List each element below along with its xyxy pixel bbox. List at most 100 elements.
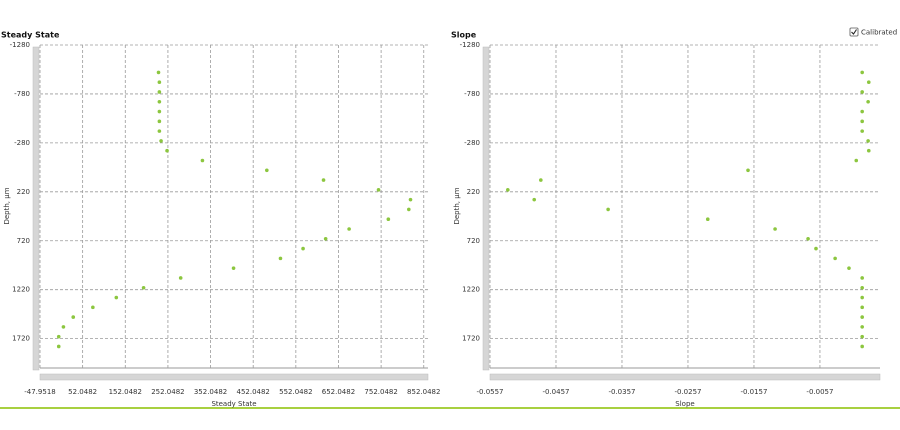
y-tick-label: -280: [14, 139, 30, 147]
point: [114, 295, 119, 300]
point: [323, 237, 328, 241]
point: [860, 325, 864, 329]
point: [156, 70, 161, 75]
h-scrollbar: [489, 373, 881, 381]
y-tick-label: 720: [467, 237, 480, 245]
y-tick-label: 1720: [12, 335, 30, 343]
v-scrollbar: [482, 46, 490, 371]
y-tick-label: 720: [17, 237, 30, 245]
point: [407, 207, 411, 212]
point: [866, 80, 871, 84]
x-axis-label: Steady State: [211, 400, 256, 408]
y-axis-label: Depth, µm: [453, 187, 461, 224]
divider: [0, 407, 900, 409]
point: [833, 256, 837, 261]
point: [860, 70, 864, 75]
x-tick-label: 252.0482: [151, 388, 184, 396]
y-axis-label: Depth, µm: [3, 187, 11, 224]
point: [278, 256, 283, 261]
point: [860, 119, 864, 124]
point: [157, 119, 162, 124]
point: [157, 90, 162, 94]
point: [56, 334, 61, 339]
point: [860, 109, 864, 114]
point: [157, 99, 162, 104]
x-tick-label: 552.0482: [279, 388, 312, 396]
point: [773, 227, 777, 231]
checkmark: [851, 29, 857, 35]
point: [157, 109, 162, 114]
chart-title: Steady State: [1, 31, 60, 40]
point: [866, 139, 870, 143]
point: [860, 295, 864, 300]
point: [141, 285, 146, 290]
x-tick-label: 352.0482: [194, 388, 227, 396]
point: [814, 246, 818, 251]
point: [860, 315, 864, 319]
point: [376, 188, 381, 192]
point: [347, 227, 351, 231]
y-tick-label: 1220: [462, 286, 480, 294]
y-tick-label: -1280: [10, 41, 30, 49]
point: [71, 315, 76, 319]
y-tick-label: -1280: [460, 41, 480, 49]
point: [860, 344, 864, 349]
point: [301, 246, 305, 251]
x-tick-label: 652.0482: [322, 388, 355, 396]
x-tick-label: 752.0482: [364, 388, 397, 396]
x-tick-label: -0.0257: [674, 388, 701, 396]
x-tick-label: -0.0357: [608, 388, 635, 396]
point: [860, 90, 864, 94]
y-tick-label: 220: [467, 188, 480, 196]
checkbox-label[interactable]: Calibrated: [861, 29, 897, 37]
x-tick-label: -0.0157: [740, 388, 767, 396]
point: [408, 197, 413, 202]
y-tick-label: 1720: [462, 335, 480, 343]
x-tick-label: -0.0057: [806, 388, 833, 396]
point: [159, 139, 163, 143]
point: [860, 305, 864, 310]
point: [847, 266, 851, 270]
point: [61, 325, 66, 329]
point: [860, 129, 864, 133]
point: [165, 148, 169, 153]
point: [157, 80, 162, 84]
h-scrollbar: [39, 373, 429, 381]
x-axis-label: Slope: [675, 400, 694, 408]
x-tick-label: 852.0482: [407, 388, 440, 396]
point: [606, 207, 610, 212]
x-tick-label: 452.0482: [236, 388, 269, 396]
point: [321, 178, 326, 182]
x-tick-label: -0.0457: [542, 388, 569, 396]
x-tick-label: -0.0557: [476, 388, 503, 396]
checkbox[interactable]: [849, 27, 859, 37]
y-tick-label: 1220: [12, 286, 30, 294]
y-tick-label: -780: [14, 90, 30, 98]
y-tick-label: 220: [17, 188, 30, 196]
y-tick-label: -280: [464, 139, 480, 147]
point: [539, 178, 543, 182]
point: [860, 285, 864, 290]
point: [265, 168, 269, 173]
y-tick-label: -780: [464, 90, 480, 98]
v-scrollbar: [32, 46, 40, 371]
point: [854, 158, 859, 163]
point: [860, 276, 864, 280]
point: [200, 158, 205, 163]
point: [157, 129, 162, 133]
point: [56, 344, 61, 349]
point: [746, 168, 750, 173]
point: [532, 197, 537, 202]
point: [231, 266, 236, 270]
point: [806, 237, 810, 241]
chart-title: Slope: [451, 31, 477, 40]
point: [91, 305, 95, 310]
x-tick-label: -47.9518: [24, 388, 55, 396]
point: [178, 276, 183, 280]
point: [705, 217, 710, 222]
x-tick-label: 52.0482: [68, 388, 97, 396]
point: [860, 334, 864, 339]
point: [386, 217, 391, 222]
point: [866, 99, 870, 104]
